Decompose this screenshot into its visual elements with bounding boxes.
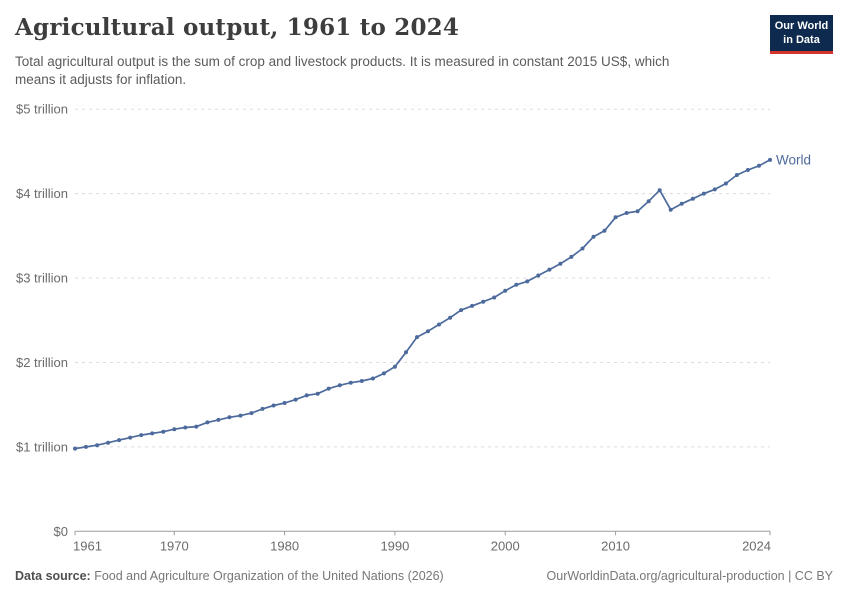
y-tick-label: $3 trillion bbox=[16, 271, 68, 286]
data-point-1989 bbox=[381, 371, 386, 376]
data-point-1976 bbox=[238, 413, 243, 418]
owid-logo-box: Our World in Data bbox=[770, 15, 833, 51]
data-source-label: Data source: bbox=[15, 569, 91, 583]
data-point-2022 bbox=[745, 168, 750, 172]
data-point-2009 bbox=[602, 228, 607, 233]
series-line-world bbox=[74, 159, 771, 450]
y-tick-label: $4 trillion bbox=[16, 186, 68, 201]
data-source: Data source: Food and Agriculture Organi… bbox=[15, 569, 444, 583]
data-point-1961 bbox=[73, 446, 77, 451]
data-point-2008 bbox=[591, 234, 596, 239]
series-label-world: World bbox=[776, 152, 811, 167]
data-point-2016 bbox=[679, 201, 684, 206]
data-point-1963 bbox=[95, 443, 100, 448]
data-point-1977 bbox=[249, 411, 254, 416]
data-point-1964 bbox=[106, 440, 111, 445]
data-point-2003 bbox=[536, 273, 541, 278]
data-point-1973 bbox=[205, 420, 210, 425]
data-point-2011 bbox=[624, 211, 629, 215]
data-point-1975 bbox=[227, 415, 232, 420]
subtitle-line-2: means it adjusts for inflation. bbox=[15, 71, 187, 87]
data-point-1978 bbox=[260, 406, 265, 411]
x-tick-label-1970: 1970 bbox=[160, 538, 189, 553]
owid-logo-red-bar bbox=[770, 50, 833, 54]
data-point-2019 bbox=[712, 187, 717, 192]
data-point-1992 bbox=[415, 335, 419, 340]
x-tick-label-2000: 2000 bbox=[491, 538, 520, 553]
data-point-2010 bbox=[613, 215, 618, 220]
data-point-2018 bbox=[701, 191, 706, 196]
y-tick-label: $5 trillion bbox=[16, 102, 68, 117]
x-tick-label-2024: 2024 bbox=[742, 538, 771, 553]
owid-logo-line2: in Data bbox=[783, 34, 820, 47]
data-point-1979 bbox=[271, 403, 276, 408]
data-point-1998 bbox=[481, 299, 486, 304]
subtitle-line-1: Total agricultural output is the sum of … bbox=[15, 54, 670, 69]
data-point-1970 bbox=[172, 427, 177, 432]
data-point-2020 bbox=[723, 181, 728, 186]
data-point-1991 bbox=[404, 350, 408, 355]
data-point-2000 bbox=[503, 288, 508, 293]
data-point-2004 bbox=[547, 267, 552, 272]
owid-logo-line1: Our World bbox=[774, 20, 829, 32]
data-point-1968 bbox=[150, 431, 155, 436]
owid-link[interactable]: OurWorldinData.org/agricultural-producti… bbox=[546, 569, 833, 583]
data-point-2015 bbox=[668, 207, 673, 212]
y-tick-label: $0 bbox=[54, 524, 68, 539]
data-point-1962 bbox=[84, 444, 88, 449]
data-point-1965 bbox=[117, 438, 122, 443]
x-tick-label-1990: 1990 bbox=[380, 538, 409, 553]
data-point-2001 bbox=[514, 282, 519, 287]
data-point-1995 bbox=[448, 315, 453, 320]
data-point-1984 bbox=[326, 386, 331, 391]
data-point-2002 bbox=[525, 279, 530, 284]
x-tick-label-1980: 1980 bbox=[270, 538, 299, 553]
data-point-1974 bbox=[216, 417, 221, 422]
y-tick-label: $1 trillion bbox=[16, 439, 68, 454]
x-tick-label-1961: 1961 bbox=[73, 538, 102, 553]
data-point-1990 bbox=[392, 364, 397, 369]
data-point-1981 bbox=[293, 397, 298, 402]
data-point-1994 bbox=[437, 322, 441, 327]
data-point-1983 bbox=[315, 391, 320, 396]
data-point-1972 bbox=[194, 424, 199, 429]
data-point-1986 bbox=[348, 380, 353, 385]
data-point-2005 bbox=[558, 261, 563, 266]
chart-footer: Data source: Food and Agriculture Organi… bbox=[15, 569, 833, 583]
data-point-1971 bbox=[183, 425, 188, 430]
data-point-1985 bbox=[337, 383, 342, 388]
data-point-1993 bbox=[426, 329, 430, 334]
page-title: Agricultural output, 1961 to 2024 bbox=[15, 14, 460, 41]
data-point-1987 bbox=[359, 379, 364, 383]
data-point-2014 bbox=[657, 188, 662, 193]
x-tick-label-2010: 2010 bbox=[601, 538, 630, 553]
y-tick-label: $2 trillion bbox=[16, 355, 68, 370]
data-point-2007 bbox=[580, 246, 585, 251]
data-point-2012 bbox=[635, 209, 640, 214]
data-source-text: Food and Agriculture Organization of the… bbox=[90, 569, 444, 583]
data-point-1980 bbox=[282, 401, 287, 405]
data-point-1997 bbox=[470, 303, 475, 308]
owid-logo[interactable]: Our World in Data bbox=[770, 15, 833, 54]
data-point-1996 bbox=[459, 308, 464, 313]
data-point-1967 bbox=[139, 433, 144, 438]
data-point-2017 bbox=[690, 196, 695, 201]
data-point-1988 bbox=[370, 376, 375, 381]
data-point-1999 bbox=[492, 295, 497, 300]
data-point-2023 bbox=[757, 163, 761, 168]
data-point-2021 bbox=[734, 173, 739, 177]
data-point-2024 bbox=[768, 157, 772, 162]
chart-subtitle: Total agricultural output is the sum of … bbox=[15, 53, 765, 89]
data-point-2013 bbox=[646, 199, 651, 204]
data-point-1966 bbox=[128, 435, 133, 440]
data-point-2006 bbox=[569, 254, 574, 259]
data-point-1982 bbox=[304, 393, 309, 398]
data-point-1969 bbox=[161, 429, 166, 434]
